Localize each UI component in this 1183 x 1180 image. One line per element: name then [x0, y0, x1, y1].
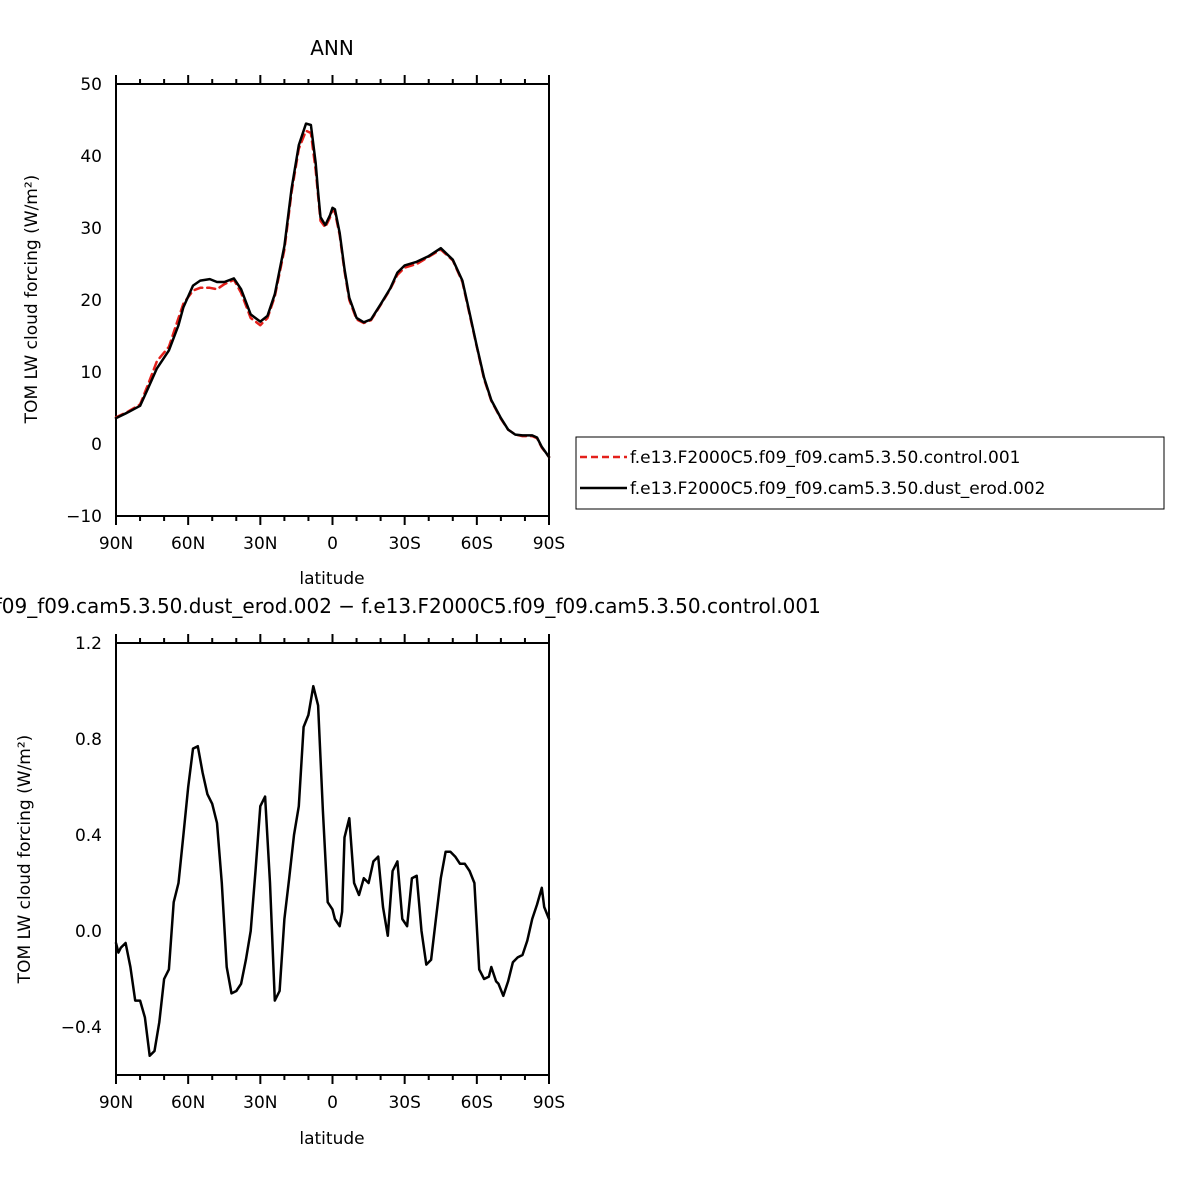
top-x-tick-label: 90N [99, 534, 133, 554]
legend-label-control: f.e13.F2000C5.f09_f09.cam5.3.50.control.… [630, 448, 1021, 468]
bottom-chart-title: f.e13.F2000C5.f09_f09.cam5.3.50.dust_ero… [0, 594, 821, 618]
top-y-tick-label: 20 [80, 291, 102, 311]
top-x-tick-label: 30S [388, 534, 420, 554]
bottom-x-tick-label: 60N [171, 1093, 205, 1113]
top-y-tick-label: −10 [66, 507, 102, 527]
top-chart-xlabel: latitude [299, 569, 364, 589]
top-x-tick-label: 60S [461, 534, 493, 554]
legend-label-dust-erod: f.e13.F2000C5.f09_f09.cam5.3.50.dust_ero… [630, 479, 1045, 499]
bottom-y-tick-label: 0.4 [75, 826, 102, 846]
bottom-x-tick-label: 30S [388, 1093, 420, 1113]
bottom-x-tick-label: 0 [327, 1093, 338, 1113]
top-x-tick-label: 90S [533, 534, 565, 554]
bottom-x-tick-label: 30N [243, 1093, 277, 1113]
top-series-line-0 [114, 129, 551, 459]
bottom-x-tick-label: 90S [533, 1093, 565, 1113]
top-plot-frame [115, 83, 550, 517]
top-chart-title: ANN [310, 36, 354, 60]
top-x-tick-label: 60N [171, 534, 205, 554]
top-x-tick-label: 30N [243, 534, 277, 554]
bottom-y-tick-label: −0.4 [61, 1018, 102, 1038]
bottom-chart-xlabel: latitude [299, 1129, 364, 1149]
top-y-tick-label: 0 [91, 435, 102, 455]
bottom-x-tick-label: 90N [99, 1093, 133, 1113]
top-series-line-1 [114, 122, 551, 459]
bottom-chart: f.e13.F2000C5.f09_f09.cam5.3.50.dust_ero… [0, 594, 821, 1149]
bottom-chart-ylabel: TOM LW cloud forcing (W/m²) [15, 735, 35, 985]
top-y-tick-label: 40 [80, 147, 102, 167]
legend-frame [575, 436, 1165, 510]
top-x-tick-label: 0 [327, 534, 338, 554]
bottom-y-tick-label: 1.2 [75, 634, 102, 654]
top-chart-ylabel: TOM LW cloud forcing (W/m²) [22, 175, 42, 425]
bottom-x-tick-label: 60S [461, 1093, 493, 1113]
bottom-y-tick-label: 0.0 [75, 922, 102, 942]
top-chart: ANN latitude TOM LW cloud forcing (W/m²)… [22, 36, 565, 589]
bottom-series-line-0 [114, 684, 551, 1058]
bottom-y-tick-label: 0.8 [75, 730, 102, 750]
top-y-tick-label: 30 [80, 219, 102, 239]
top-y-tick-label: 50 [80, 75, 102, 95]
top-chart-legend: f.e13.F2000C5.f09_f09.cam5.3.50.control.… [575, 436, 1165, 510]
top-y-tick-label: 10 [80, 363, 102, 383]
